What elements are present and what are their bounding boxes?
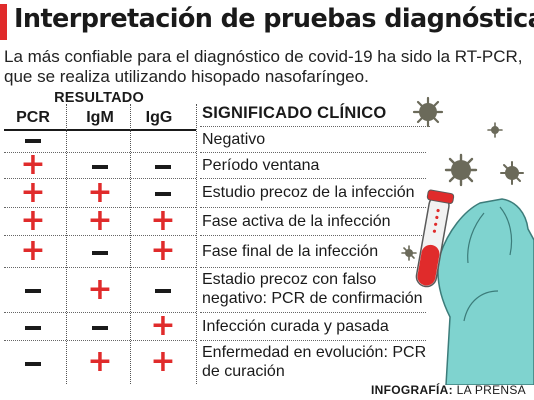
cell-igm [71,314,129,332]
minus-sign [155,192,171,197]
cell-igg: + [134,344,192,379]
row-divider [4,267,196,268]
meaning-text: Infección curada y pasada [202,317,389,335]
minus-sign [92,250,108,255]
cell-pcr: + [4,203,62,238]
minus-sign [92,325,108,330]
meaning-text: Período ventana [202,156,320,174]
cell-igg: + [134,233,192,268]
cell-igg [134,181,192,199]
header-rule [4,129,196,131]
virus-icon [487,122,503,138]
virus-icon [444,153,478,187]
row-divider [200,178,426,179]
credit: INFOGRAFÍA: LA PRENSA [371,383,526,397]
minus-sign [155,164,171,169]
cell-igm [71,239,129,257]
plus-sign: + [20,174,46,210]
plus-sign: + [87,344,113,379]
virus-icon [401,245,417,261]
minus-sign [155,289,171,294]
page-title: Interpretación de pruebas diagnósticas [14,4,534,34]
plus-sign: + [150,203,176,238]
cell-igm: + [71,203,129,238]
title-accent-bar [0,4,7,40]
row-divider [200,152,426,153]
cell-igm: + [71,271,129,307]
row-divider [4,207,196,208]
virus-icon [412,96,444,128]
row-divider [4,235,196,236]
cell-igm: + [71,174,129,210]
row-divider [4,340,196,341]
minus-sign [25,361,41,366]
column-header-igm: IgM [86,109,114,126]
title-bar: Interpretación de pruebas diagnósticas [0,0,534,44]
meaning-text: Fase final de la infección [202,242,379,260]
column-divider [196,104,197,384]
meaning-text: Estudio precoz de la infección [202,184,415,201]
row-divider [200,235,426,236]
cell-pcr [4,128,62,146]
cell-pcr: + [4,147,62,182]
cell-pcr [4,350,62,368]
meaning-text: Fase activa de la infección [202,212,391,230]
row-divider [200,340,426,341]
cell-igg [134,278,192,296]
column-divider [66,104,67,384]
plus-sign: + [150,344,176,379]
cell-igm [71,153,129,171]
cell-igg [134,128,192,146]
credit-label: INFOGRAFÍA: [370,383,453,397]
cell-pcr [4,278,62,296]
intro-text: La más confiable para el diagnóstico de … [4,47,523,86]
row-divider [200,267,426,268]
cell-igm: + [71,344,129,379]
meaning-text: Estadio precoz con falso negativo: PCR d… [202,271,423,307]
minus-sign [25,139,41,144]
credit-source: LA PRENSA [456,383,526,397]
row-divider [4,178,196,179]
minus-sign [25,325,41,330]
cell-igg: + [134,308,192,343]
row-divider [200,207,426,208]
column-header-igg: IgG [145,109,173,126]
row-divider [4,152,196,153]
column-divider [130,104,131,384]
plus-sign: + [87,174,113,210]
cell-pcr: + [4,233,62,268]
cell-igg [134,153,192,171]
row-divider [200,312,426,313]
plus-sign: + [87,271,113,307]
result-group-header: RESULTADO [54,90,144,106]
virus-icon [500,161,524,185]
plus-sign: + [150,233,176,268]
column-header-pcr: PCR [16,109,50,126]
meaning-header-rule [200,126,430,127]
cell-pcr [4,314,62,332]
plus-sign: + [20,203,46,238]
row-divider [4,312,196,313]
plus-sign: + [150,308,176,343]
minus-sign [25,289,41,294]
cell-igm [71,128,129,146]
plus-sign: + [20,233,46,268]
gloved-hand-icon [437,198,534,385]
cell-igg: + [134,203,192,238]
meaning-text: Enfermedad en evolución: PCR de curación [202,344,427,380]
illustration [401,96,534,385]
meaning-header: SIGNIFICADO CLÍNICO [202,104,387,122]
meaning-text: Negativo [202,131,266,148]
plus-sign: + [87,203,113,238]
test-tube-icon [415,189,455,288]
cell-pcr: + [4,174,62,210]
plus-sign: + [20,147,46,182]
minus-sign [92,164,108,169]
